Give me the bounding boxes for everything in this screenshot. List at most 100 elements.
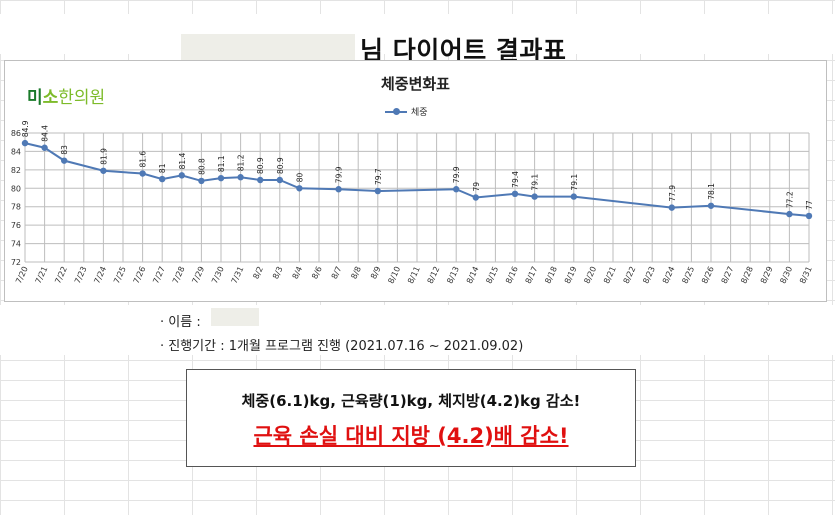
data-point	[100, 167, 107, 174]
x-tick-label: 7/25	[112, 265, 128, 285]
x-tick-label: 8/11	[406, 265, 422, 285]
data-label: 81.9	[99, 148, 108, 165]
header: 님 다이어트 결과표	[0, 14, 835, 65]
data-point	[257, 176, 264, 184]
data-label: 84.4	[41, 125, 50, 142]
x-tick-label: 7/27	[151, 265, 167, 285]
x-tick-label: 8/4	[291, 265, 305, 280]
x-tick-label: 8/13	[445, 265, 461, 285]
data-point	[570, 193, 577, 200]
y-tick-label: 78	[11, 203, 21, 212]
series-line	[24, 142, 810, 217]
y-tick-label: 74	[11, 240, 21, 249]
x-tick-label: 8/3	[271, 265, 285, 280]
x-tick-label: 8/24	[661, 265, 677, 285]
legend-label: 체중	[411, 108, 428, 118]
x-tick-label: 7/29	[190, 265, 206, 285]
x-tick-label: 8/14	[465, 265, 481, 285]
data-label: 81.1	[217, 155, 226, 172]
data-point	[335, 186, 342, 193]
data-label: 81	[158, 163, 167, 173]
x-tick-label: 8/28	[739, 265, 755, 285]
data-label: 83	[60, 145, 69, 155]
data-point	[453, 186, 460, 193]
weight-chart: 미소한의원 체중변화표 체중 72 74 76 78 80 82 84 86 7/20 7/21 7…	[4, 60, 827, 302]
data-point	[276, 176, 283, 184]
data-label: 77	[805, 200, 814, 210]
data-label: 80.9	[256, 157, 265, 174]
info-section: · 이름 : · 진행기간 : 1개월 프로그램 진행 (2021.07.16 …	[0, 305, 835, 355]
x-tick-label: 8/29	[759, 265, 775, 285]
x-tick-label: 8/12	[426, 265, 442, 285]
x-tick-label: 8/31	[798, 265, 814, 285]
x-tick-label: 8/26	[700, 265, 716, 285]
y-tick-label: 72	[11, 258, 21, 267]
x-tick-label: 8/25	[680, 265, 696, 285]
data-point	[217, 174, 225, 182]
x-tick-label: 8/16	[504, 265, 520, 285]
data-label: 77.2	[785, 191, 794, 208]
summary-line-1: 체중(6.1)kg, 근육량(1)kg, 체지방(4.2)kg 감소!	[241, 392, 581, 410]
data-label: 81.4	[178, 152, 187, 169]
x-tick-label: 7/23	[73, 265, 89, 285]
data-point	[237, 174, 244, 181]
x-tick-label: 7/24	[92, 265, 108, 285]
data-point	[531, 193, 538, 200]
x-tick-label: 8/30	[778, 265, 794, 285]
data-label: 84.9	[21, 120, 30, 137]
y-tick-label: 80	[11, 184, 21, 193]
legend-marker-icon	[385, 107, 407, 115]
data-label: 79.9	[452, 166, 461, 183]
data-point	[805, 212, 813, 220]
x-tick-label: 8/9	[369, 265, 383, 280]
x-tick-label: 7/28	[171, 265, 187, 285]
data-point	[707, 202, 715, 209]
x-tick-label: 8/7	[330, 265, 344, 280]
chart-plot: 72 74 76 78 80 82 84 86 7/20 7/21 7/22 7/23 7/24 7/25…	[11, 120, 814, 285]
data-point	[198, 177, 205, 185]
data-label: 79.1	[570, 174, 579, 191]
x-tick-label: 8/19	[563, 265, 579, 285]
data-point	[374, 187, 381, 195]
data-label: 78.1	[707, 183, 716, 200]
data-label: 80.8	[197, 158, 206, 175]
data-point	[41, 144, 48, 151]
y-tick-label: 76	[11, 221, 21, 230]
data-point	[296, 185, 303, 192]
result-summary: 체중(6.1)kg, 근육량(1)kg, 체지방(4.2)kg 감소! 근육 손…	[186, 369, 636, 467]
data-point	[668, 204, 675, 211]
data-label: 79.7	[374, 168, 383, 185]
data-point	[21, 139, 29, 147]
redacted-name	[181, 34, 355, 61]
x-tick-label: 7/20	[14, 265, 30, 285]
x-tick-label: 8/22	[622, 265, 638, 285]
data-label: 80.9	[276, 157, 285, 174]
x-tick-label: 8/20	[582, 265, 598, 285]
data-label: 77.9	[668, 185, 677, 202]
x-tick-label: 7/30	[210, 265, 226, 285]
data-point	[472, 194, 479, 201]
x-tick-label: 8/21	[602, 265, 618, 285]
x-tick-label: 8/2	[251, 265, 265, 280]
data-label: 79.1	[531, 174, 540, 191]
name-line: · 이름 :	[160, 315, 201, 330]
x-tick-label: 8/27	[720, 265, 736, 285]
x-tick-label: 7/22	[53, 265, 69, 285]
clinic-logo: 미소한의원	[27, 88, 106, 108]
data-point	[511, 190, 519, 198]
y-tick-label: 84	[11, 147, 21, 156]
redacted-name-2	[211, 308, 259, 326]
y-tick-label: 82	[11, 166, 21, 175]
chart-legend: 체중	[385, 105, 428, 118]
x-tick-label: 7/26	[132, 265, 148, 285]
x-tick-label: 8/17	[524, 265, 540, 285]
x-tick-label: 8/18	[543, 265, 559, 285]
x-tick-label: 8/10	[386, 265, 402, 285]
x-tick-label: 7/31	[230, 265, 246, 285]
data-point	[61, 157, 68, 164]
y-tick-label: 86	[11, 129, 21, 138]
chart-title: 체중변화표	[380, 75, 450, 93]
period-line: · 진행기간 : 1개월 프로그램 진행 (2021.07.16 ~ 2021.…	[160, 339, 524, 354]
data-label: 79.9	[335, 166, 344, 183]
x-tick-label: 7/21	[34, 265, 50, 285]
